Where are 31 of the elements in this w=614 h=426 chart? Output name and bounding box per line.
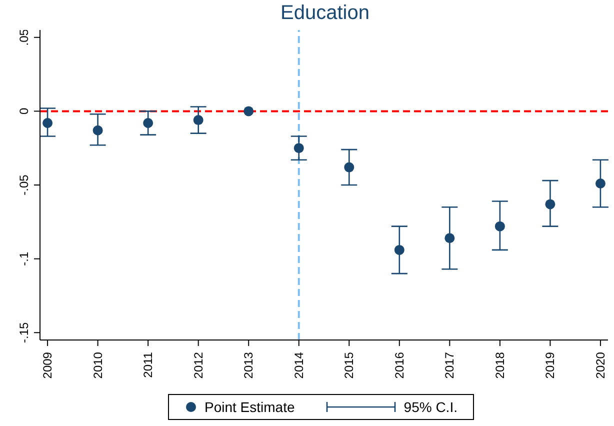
point — [294, 143, 304, 154]
x-tick-label: 2015 — [342, 352, 356, 379]
point — [143, 118, 154, 128]
x-tick-label: 2013 — [242, 352, 256, 379]
x-tick-label: 2020 — [593, 352, 608, 379]
point — [595, 178, 606, 189]
point — [344, 162, 354, 172]
x-tick-label: 2016 — [392, 352, 406, 379]
y-tick-label: -.15 — [17, 322, 31, 343]
x-tick-label: 2014 — [292, 352, 306, 379]
point — [394, 244, 404, 255]
point — [92, 125, 103, 136]
y-tick-label: -.05 — [17, 174, 31, 196]
point — [42, 118, 53, 128]
point — [193, 115, 204, 126]
y-tick-label: 0 — [17, 108, 31, 115]
chart-title: Education — [280, 2, 370, 25]
point — [244, 106, 254, 116]
x-tick-label: 2011 — [141, 352, 156, 378]
point — [545, 199, 556, 210]
legend-label: Point Estimate — [204, 399, 295, 415]
x-tick-label: 2017 — [442, 352, 457, 379]
x-tick-label: 2018 — [492, 352, 507, 379]
x-tick-label: 2019 — [543, 352, 558, 379]
point — [494, 221, 505, 232]
point — [444, 233, 455, 244]
text: 95% C.I. — [402, 399, 458, 415]
x-tick-label: 2010 — [90, 352, 105, 379]
x-tick-label: 2012 — [191, 352, 206, 379]
y-tick-label: -.1 — [17, 251, 31, 266]
x-tick-label: 2009 — [40, 352, 55, 379]
